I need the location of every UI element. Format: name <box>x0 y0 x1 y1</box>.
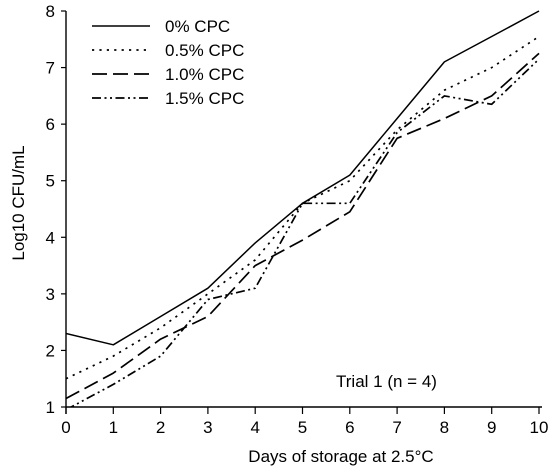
legend-label-1: 0% CPC <box>165 17 230 36</box>
series-2-point-10 <box>537 34 541 38</box>
x-axis-title: Days of storage at 2.5°C <box>248 447 433 466</box>
x-tick-label-5: 5 <box>298 418 307 437</box>
y-tick-label-8: 8 <box>46 2 55 21</box>
x-tick-label-2: 2 <box>156 418 165 437</box>
series-2-point-7 <box>395 128 399 132</box>
y-tick-label-7: 7 <box>46 59 55 78</box>
x-tick-label-10: 10 <box>530 418 549 437</box>
x-tick-label-6: 6 <box>345 418 354 437</box>
series-line-3 <box>66 52 540 400</box>
x-tick-label-8: 8 <box>440 418 449 437</box>
x-tick-label-3: 3 <box>203 418 212 437</box>
y-tick-label-6: 6 <box>46 115 55 134</box>
y-tick-label-1: 1 <box>46 398 55 417</box>
y-tick-label-2: 2 <box>46 341 55 360</box>
trial-annotation: Trial 1 (n = 4) <box>336 372 437 391</box>
series-line-4 <box>69 58 540 407</box>
legend-label-4: 1.5% CPC <box>165 89 244 108</box>
x-tick-label-0: 0 <box>61 418 70 437</box>
series-layer <box>66 10 541 407</box>
series-line-2 <box>66 35 540 380</box>
series-3-point-3 <box>206 314 210 318</box>
series-4-point-10 <box>537 57 541 61</box>
legend: 0% CPC 0.5% CPC 1.0% CPC 1.5% CPC <box>92 17 244 108</box>
y-tick-label-3: 3 <box>46 285 55 304</box>
x-tick-label-9: 9 <box>487 418 496 437</box>
x-tick-label-7: 7 <box>392 418 401 437</box>
x-tick-label-4: 4 <box>250 418 259 437</box>
legend-label-2: 0.5% CPC <box>165 41 244 60</box>
legend-label-3: 1.0% CPC <box>165 65 244 84</box>
y-axis-title: Log10 CFU/mL <box>9 145 28 260</box>
y-tick-label-5: 5 <box>46 172 55 191</box>
y-tick-label-4: 4 <box>46 228 55 247</box>
x-tick-label-1: 1 <box>109 418 118 437</box>
series-line-1 <box>66 10 540 346</box>
